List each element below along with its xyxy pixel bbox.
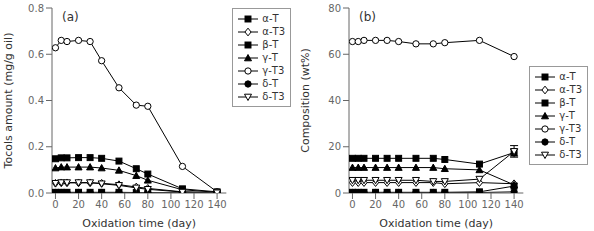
svg-text:80: 80 xyxy=(328,3,341,14)
svg-text:20: 20 xyxy=(328,141,341,152)
svg-text:100: 100 xyxy=(458,199,477,210)
html-text:α-T3: α-T3 xyxy=(262,26,285,37)
svg-text:Tocols amount (mg/g oil): Tocols amount (mg/g oil) xyxy=(2,33,15,170)
svg-text:0: 0 xyxy=(52,199,58,210)
html-text:γ-T3: γ-T3 xyxy=(559,123,582,134)
svg-text:120: 120 xyxy=(481,199,500,210)
svg-text:40: 40 xyxy=(328,95,341,106)
html-text:α-T3: α-T3 xyxy=(559,84,582,95)
html-text:δ-T3: δ-T3 xyxy=(262,91,285,102)
html-text:δ-T: δ-T xyxy=(262,78,279,89)
svg-text:Oxidation time (day): Oxidation time (day) xyxy=(379,217,493,230)
html-text:α-T: α-T xyxy=(559,71,576,82)
html-text:β-T: β-T xyxy=(262,39,279,50)
html-text:δ-T3: δ-T3 xyxy=(559,149,582,160)
svg-text:100: 100 xyxy=(161,199,180,210)
svg-text:140: 140 xyxy=(505,199,524,210)
svg-text:0.8: 0.8 xyxy=(28,3,44,14)
html-text:(b): (b) xyxy=(359,10,376,24)
svg-text:Composition (wt%): Composition (wt%) xyxy=(299,48,312,153)
svg-text:80: 80 xyxy=(438,199,451,210)
svg-text:Oxidation time (day): Oxidation time (day) xyxy=(82,217,196,230)
svg-text:60: 60 xyxy=(415,199,428,210)
html-text:δ-T: δ-T xyxy=(559,136,576,147)
svg-text:0: 0 xyxy=(335,188,341,199)
svg-text:40: 40 xyxy=(392,199,405,210)
svg-text:0: 0 xyxy=(349,199,355,210)
svg-text:20: 20 xyxy=(72,199,85,210)
svg-text:80: 80 xyxy=(141,199,154,210)
html-text:(a): (a) xyxy=(62,10,79,24)
svg-text:140: 140 xyxy=(208,199,227,210)
html-text:α-T: α-T xyxy=(262,13,279,24)
svg-text:0.4: 0.4 xyxy=(28,95,44,106)
svg-text:60: 60 xyxy=(118,199,131,210)
svg-text:0.0: 0.0 xyxy=(28,188,44,199)
svg-text:120: 120 xyxy=(184,199,203,210)
html-text:γ-T3: γ-T3 xyxy=(262,65,285,76)
svg-text:60: 60 xyxy=(328,49,341,60)
html-text:β-T: β-T xyxy=(559,97,576,108)
html-text:γ-T: γ-T xyxy=(262,52,278,63)
svg-text:20: 20 xyxy=(369,199,382,210)
svg-text:40: 40 xyxy=(95,199,108,210)
html-text:γ-T: γ-T xyxy=(559,110,575,121)
svg-text:0.6: 0.6 xyxy=(28,49,44,60)
svg-text:0.2: 0.2 xyxy=(28,141,44,152)
